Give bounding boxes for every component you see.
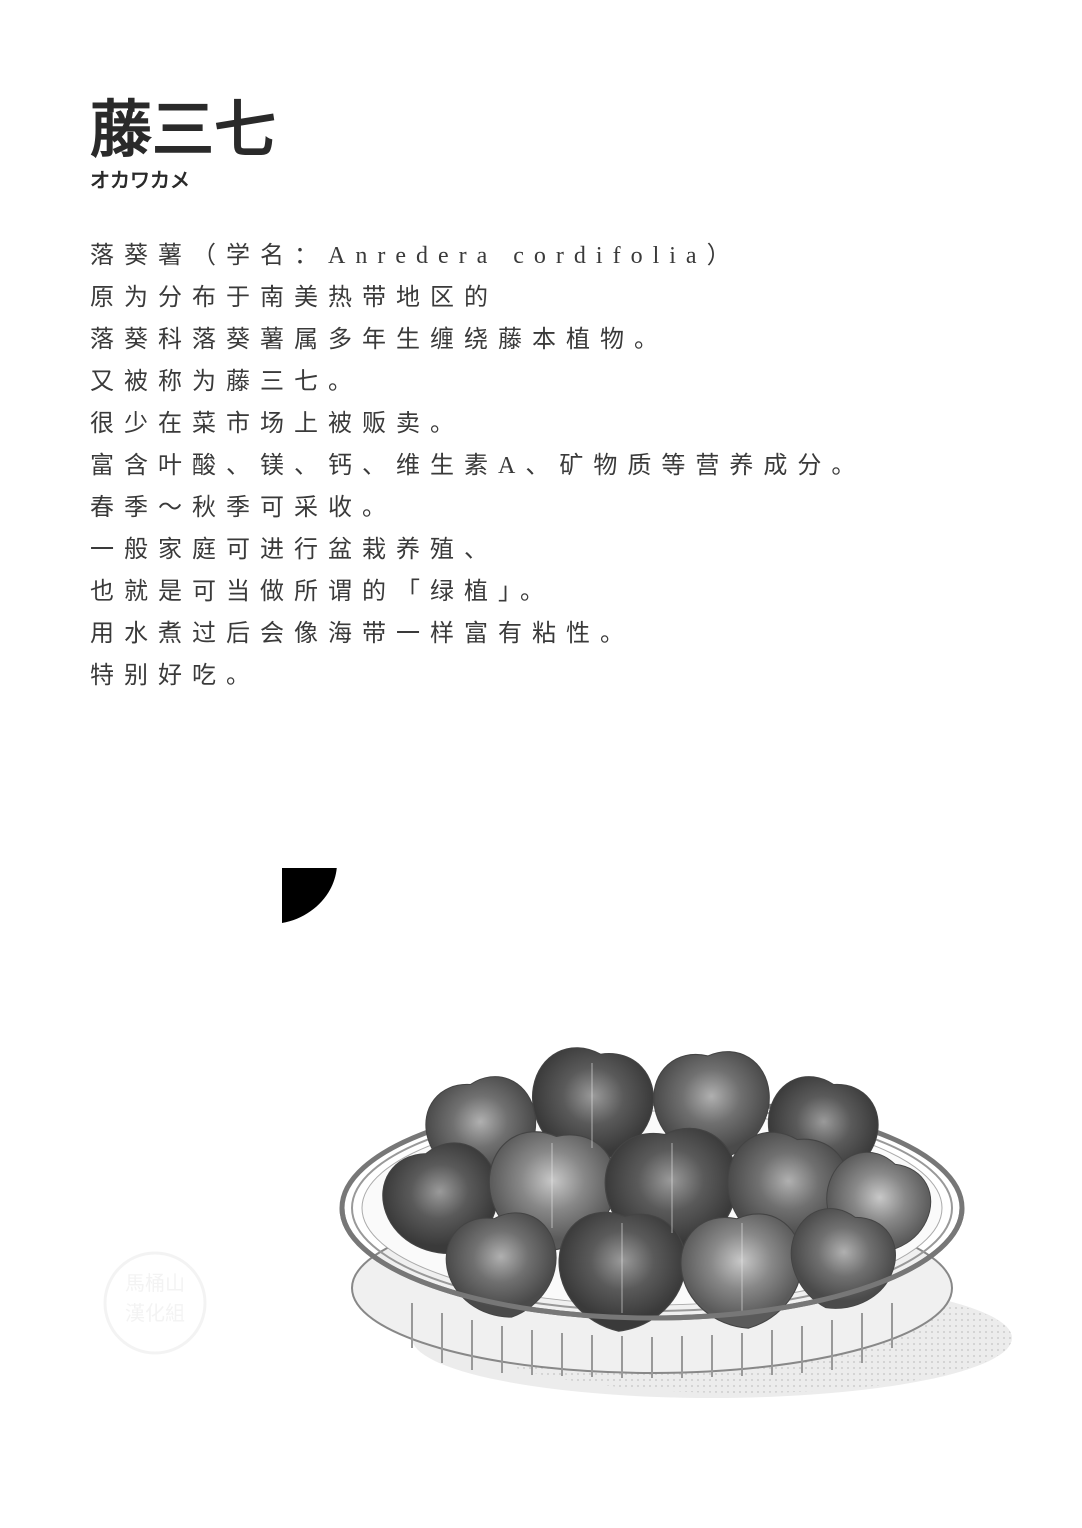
document-page: 藤三七 オカワカメ 落葵薯（学名：Anredera cordifolia） 原为… [0, 0, 1082, 1528]
body-text: 落葵薯（学名：Anredera cordifolia） 原为分布于南美热带地区的… [90, 235, 992, 697]
body-line: 也就是可当做所谓的「绿植」。 [90, 571, 992, 613]
body-line: 春季～秋季可采收。 [90, 487, 992, 529]
body-line: 特别好吃。 [90, 655, 992, 697]
watermark-text-1: 馬桶山 [125, 1272, 185, 1295]
body-line: 原为分布于南美热带地区的 [90, 277, 992, 319]
body-line: 很少在菜市场上被贩卖。 [90, 403, 992, 445]
title-japanese: オカワカメ [90, 164, 992, 193]
body-line: 落葵科落葵薯属多年生缠绕藤本植物。 [90, 319, 992, 361]
body-line: 用水煮过后会像海带一样富有粘性。 [90, 613, 992, 655]
basket-illustration [282, 868, 1022, 1408]
body-line: 落葵薯（学名：Anredera cordifolia） [90, 235, 992, 277]
body-line: 富含叶酸、镁、钙、维生素A、矿物质等营养成分。 [90, 445, 992, 487]
body-line: 又被称为藤三七。 [90, 361, 992, 403]
watermark-text-2: 漢化組 [125, 1302, 185, 1325]
title-chinese: 藤三七 [90, 100, 992, 162]
body-line: 一般家庭可进行盆栽养殖、 [90, 529, 992, 571]
watermark-stamp: 馬桶山 漢化組 [100, 1248, 210, 1358]
